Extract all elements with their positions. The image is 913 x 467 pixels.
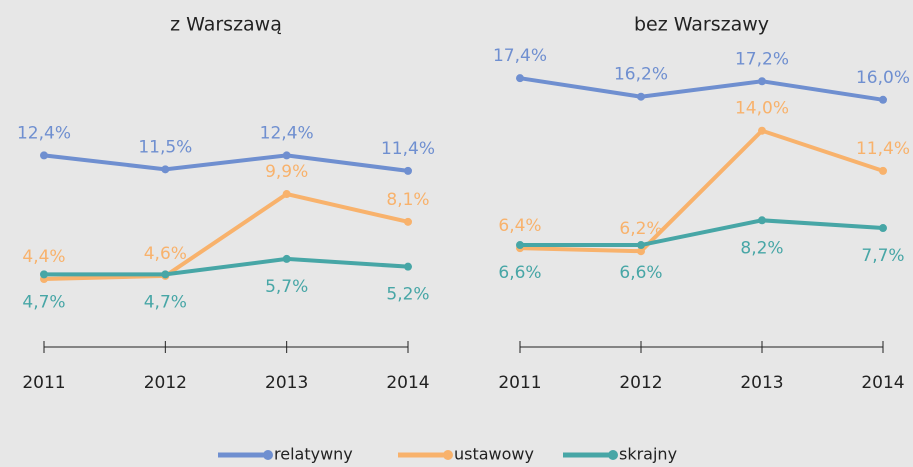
x-tick-label: 2013 [740,373,783,393]
point [637,241,645,250]
data-label: 11,4% [856,139,910,159]
data-label: 6,6% [619,263,662,283]
series-line [520,218,884,248]
data-label: 4,7% [22,292,65,312]
point [758,216,766,225]
legend-dot [263,450,273,460]
point [40,270,48,279]
series-line [43,191,409,282]
x-tick-label: 2013 [265,373,308,393]
data-label: 16,0% [856,68,910,88]
series-line [519,76,884,102]
point [879,95,887,104]
point [282,190,291,199]
legend-label: relatywny [274,445,353,464]
point [637,92,645,101]
data-label: 17,4% [493,46,547,66]
point [404,262,412,271]
point [879,166,887,175]
series-line [43,153,409,173]
point [879,224,887,233]
data-label: 4,7% [144,292,187,312]
data-label: 9,9% [265,162,308,182]
series-line [44,256,409,277]
legend-label: skrajny [619,445,677,464]
point [40,151,48,160]
point [161,270,170,279]
data-label: 14,0% [735,99,789,119]
data-label: 5,7% [265,277,308,297]
legend-dot [443,450,453,460]
data-label: 12,4% [260,123,314,143]
data-label: 6,6% [498,263,541,283]
x-tick-label: 2011 [22,373,65,393]
point [516,241,524,250]
x-tick-label: 2014 [386,373,429,393]
data-label: 6,4% [498,216,541,236]
legend-label: ustawowy [454,445,534,464]
point [758,77,766,86]
data-label: 6,2% [619,219,662,239]
series-line [519,128,884,254]
x-tick-label: 2012 [144,373,187,393]
point [282,151,291,160]
point [282,254,291,263]
data-label: 8,2% [740,238,783,258]
data-label: 7,7% [861,246,904,266]
point [161,165,170,174]
data-label: 8,1% [386,190,429,210]
chart-title: z Warszawą [170,14,282,36]
data-label: 4,4% [22,247,65,267]
legend-dot [608,450,618,460]
point [637,247,645,256]
data-label: 16,2% [614,65,668,85]
point [404,166,412,175]
data-label: 4,6% [144,244,187,264]
point [404,217,412,226]
data-label: 5,2% [386,285,429,305]
data-label: 11,4% [381,139,435,159]
data-label: 17,2% [735,49,789,69]
data-label: 12,4% [17,123,71,143]
x-tick-label: 2011 [498,373,541,393]
x-tick-label: 2014 [861,373,904,393]
data-label: 11,5% [138,137,192,157]
point [516,74,524,83]
point [758,126,766,135]
x-tick-label: 2012 [619,373,662,393]
chart-title: bez Warszawy [634,14,769,36]
